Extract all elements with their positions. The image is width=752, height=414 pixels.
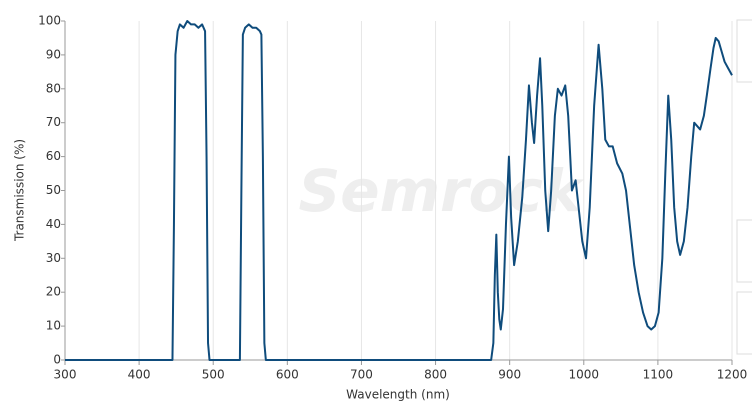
- y-tick-label: 10: [46, 319, 61, 333]
- side-panel: [736, 291, 752, 355]
- y-tick-label: 0: [53, 353, 61, 367]
- x-tick-label: 1200: [717, 368, 748, 382]
- x-tick-label: 600: [276, 368, 299, 382]
- y-tick-label: 100: [38, 14, 61, 28]
- x-tick-label: 300: [54, 368, 77, 382]
- data-line: [65, 20, 733, 361]
- side-panel: [736, 19, 752, 83]
- y-tick-label: 80: [46, 81, 61, 95]
- x-tick-label: 400: [128, 368, 151, 382]
- x-tick-label: 1100: [643, 368, 674, 382]
- watermark: Semrock: [299, 157, 585, 225]
- y-tick-label: 40: [46, 217, 61, 231]
- side-panel: [736, 219, 752, 283]
- y-tick-label: 70: [46, 115, 61, 129]
- x-tick-label: 500: [202, 368, 225, 382]
- x-tick-label: 800: [424, 368, 447, 382]
- y-tick-label: 50: [46, 183, 61, 197]
- y-axis-title: Transmission (%): [13, 139, 27, 242]
- y-tick-label: 90: [46, 47, 61, 61]
- x-tick-label: 700: [350, 368, 373, 382]
- x-tick-label: 900: [498, 368, 521, 382]
- x-tick-label: 1000: [569, 368, 600, 382]
- x-axis-title: Wavelength (nm): [346, 388, 450, 402]
- y-tick-label: 60: [46, 149, 61, 163]
- y-tick-label: 20: [46, 285, 61, 299]
- y-tick-label: 30: [46, 251, 61, 265]
